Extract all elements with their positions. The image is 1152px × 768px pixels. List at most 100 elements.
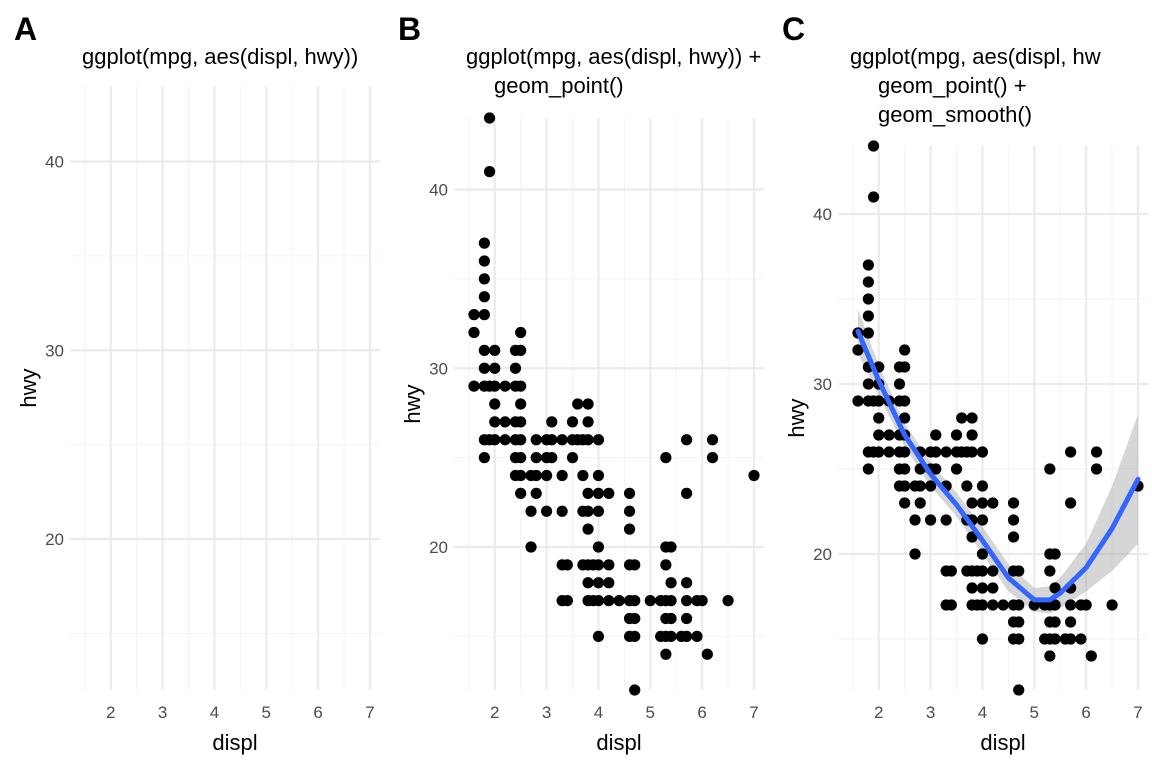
data-point bbox=[748, 469, 760, 482]
data-point bbox=[899, 463, 911, 475]
x-tick-label: 2 bbox=[106, 703, 115, 722]
data-point bbox=[582, 416, 594, 428]
data-point bbox=[722, 595, 734, 607]
data-point bbox=[629, 595, 641, 607]
data-point bbox=[873, 429, 885, 441]
data-point bbox=[629, 612, 641, 625]
data-point bbox=[546, 452, 558, 464]
data-point bbox=[489, 362, 501, 374]
data-point bbox=[956, 412, 968, 424]
data-point bbox=[987, 582, 999, 594]
x-axis-label: displ bbox=[212, 730, 257, 755]
data-point bbox=[899, 412, 911, 424]
data-point bbox=[1085, 650, 1097, 662]
data-point bbox=[629, 559, 641, 571]
data-point bbox=[499, 416, 511, 428]
data-point bbox=[515, 380, 527, 392]
data-point bbox=[1064, 599, 1077, 611]
data-point bbox=[976, 582, 989, 594]
data-point bbox=[592, 559, 605, 571]
data-point bbox=[546, 434, 558, 446]
data-point bbox=[930, 446, 942, 458]
x-tick-label: 4 bbox=[210, 703, 219, 722]
data-point bbox=[665, 630, 677, 642]
data-point bbox=[966, 582, 978, 594]
x-tick-label: 6 bbox=[313, 703, 322, 722]
data-point bbox=[660, 648, 672, 660]
data-point bbox=[592, 595, 605, 607]
data-point bbox=[1064, 633, 1077, 645]
data-point bbox=[556, 469, 568, 482]
data-point bbox=[924, 514, 937, 526]
data-point bbox=[530, 434, 542, 446]
chart-title-line: ggplot(mpg, aes(displ, hw bbox=[850, 44, 1101, 69]
data-point bbox=[899, 446, 911, 458]
data-point bbox=[1106, 599, 1118, 611]
data-point bbox=[603, 559, 615, 571]
x-tick-label: 2 bbox=[490, 703, 499, 722]
data-point bbox=[561, 559, 573, 571]
y-tick-label: 20 bbox=[429, 538, 448, 557]
points bbox=[852, 140, 1144, 696]
y-tick-label: 40 bbox=[813, 205, 832, 224]
data-point bbox=[862, 463, 874, 475]
data-point bbox=[499, 434, 511, 446]
data-point bbox=[1064, 616, 1077, 628]
data-point bbox=[706, 434, 719, 446]
data-point bbox=[530, 487, 542, 499]
smooth-line bbox=[855, 328, 1141, 603]
data-point bbox=[478, 291, 490, 303]
data-point bbox=[582, 577, 594, 589]
data-point bbox=[623, 487, 636, 499]
grid bbox=[454, 118, 764, 690]
data-point bbox=[680, 577, 693, 589]
x-tick-label: 4 bbox=[594, 703, 603, 722]
data-point bbox=[862, 293, 874, 305]
data-point bbox=[515, 344, 527, 356]
data-point bbox=[680, 612, 693, 625]
data-point bbox=[909, 548, 921, 560]
y-axis-label: hwy bbox=[784, 398, 809, 437]
data-point bbox=[592, 541, 605, 553]
data-point bbox=[592, 487, 605, 499]
x-tick-label: 5 bbox=[262, 703, 271, 722]
panel-tag: C bbox=[782, 11, 805, 47]
data-point bbox=[592, 469, 605, 482]
data-point bbox=[867, 191, 880, 203]
data-point bbox=[1007, 514, 1020, 526]
x-tick-label: 3 bbox=[926, 703, 935, 722]
x-tick-label: 5 bbox=[646, 703, 655, 722]
x-tick-label: 7 bbox=[365, 703, 374, 722]
data-point bbox=[478, 452, 490, 464]
data-point bbox=[1049, 633, 1061, 645]
data-point bbox=[1064, 446, 1077, 458]
data-point bbox=[914, 480, 926, 492]
data-point bbox=[483, 112, 496, 124]
data-point bbox=[1075, 633, 1087, 645]
data-point bbox=[603, 577, 615, 589]
data-point bbox=[603, 595, 615, 607]
data-point bbox=[950, 463, 963, 475]
data-point bbox=[489, 398, 501, 410]
data-point bbox=[515, 416, 527, 428]
data-point bbox=[515, 398, 527, 410]
data-point bbox=[546, 416, 558, 428]
data-point bbox=[478, 255, 490, 267]
data-point bbox=[1044, 463, 1056, 475]
x-tick-label: 5 bbox=[1030, 703, 1039, 722]
data-point bbox=[613, 595, 625, 607]
y-tick-label: 20 bbox=[813, 545, 832, 564]
data-point bbox=[489, 380, 501, 392]
x-axis-label: displ bbox=[980, 730, 1025, 755]
data-point bbox=[577, 469, 589, 482]
data-point bbox=[665, 595, 677, 607]
data-point bbox=[582, 523, 594, 535]
x-tick-label: 3 bbox=[158, 703, 167, 722]
data-point bbox=[592, 577, 605, 589]
y-tick-label: 30 bbox=[429, 359, 448, 378]
data-point bbox=[468, 326, 480, 339]
data-point bbox=[680, 630, 693, 642]
data-point bbox=[665, 577, 677, 589]
